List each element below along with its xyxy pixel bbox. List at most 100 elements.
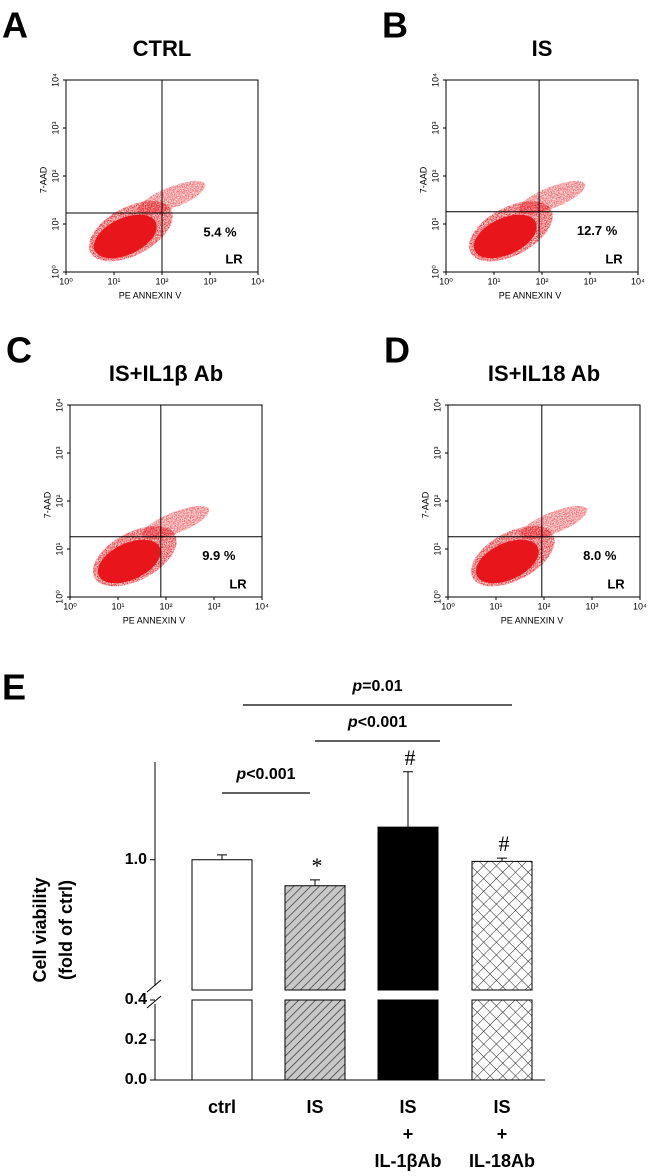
bar bbox=[377, 826, 439, 1081]
x-tick-label: 10⁰ bbox=[63, 601, 77, 611]
quadrant-value: 8.0 % bbox=[583, 548, 617, 563]
y-tick-label: 10⁴ bbox=[430, 73, 440, 87]
y-axis-label-line: Cell viability bbox=[30, 877, 50, 982]
panel: E 0.0 0.2 0.4 1.0 Cell viability (fold of ctrl… bbox=[2, 667, 545, 1171]
panel-title: IS+IL18 Ab bbox=[488, 361, 600, 386]
event-cloud bbox=[475, 539, 539, 584]
x-tick-label: 10⁴ bbox=[255, 601, 269, 611]
x-tick-label: 10³ bbox=[585, 601, 598, 611]
x-axis-label: PE ANNEXIN V bbox=[499, 290, 562, 300]
y-tick-label: 10¹ bbox=[50, 217, 60, 230]
quadrant-value: 12.7 % bbox=[577, 223, 618, 238]
panel: A CTRL 10⁰ 10¹ 10² 10³ 10⁴ 10⁰ 10¹ 10² 10³ 10⁴ PE AN… bbox=[2, 5, 265, 301]
event-cloud bbox=[93, 214, 157, 259]
significance-marker: # bbox=[405, 745, 416, 770]
y-tick-label: 10⁰ bbox=[50, 265, 60, 279]
y-tick-label: 10² bbox=[430, 169, 440, 182]
comparison-label-part: p bbox=[347, 714, 358, 731]
x-tick-label: 10³ bbox=[207, 601, 220, 611]
y-tick-label: 0.0 bbox=[125, 1071, 147, 1088]
x-axis-label: PE ANNEXIN V bbox=[501, 615, 564, 625]
quadrant-label: LR bbox=[229, 576, 247, 591]
event-cloud bbox=[141, 505, 210, 540]
significance-marker: # bbox=[499, 831, 510, 856]
x-tick-label: 10⁴ bbox=[633, 601, 647, 611]
y-tick-label: 10¹ bbox=[430, 217, 440, 230]
quadrant-value: 9.9 % bbox=[202, 548, 236, 563]
x-tick-label: IS bbox=[399, 1097, 416, 1117]
y-axis-label: 7-AAD bbox=[420, 491, 430, 518]
x-tick-label: 10³ bbox=[203, 276, 216, 286]
comparison-label-part: p bbox=[235, 766, 246, 783]
y-tick-label: 0.4 bbox=[125, 991, 147, 1008]
x-tick-label: 10³ bbox=[583, 276, 596, 286]
y-tick-label: 10⁰ bbox=[54, 590, 64, 604]
error-bar bbox=[497, 857, 507, 862]
comparison-label-part: p bbox=[351, 678, 362, 695]
comparison-label: p<0.001 bbox=[235, 766, 295, 783]
y-axis-label: 7-AAD bbox=[418, 166, 428, 193]
bar bbox=[471, 860, 533, 1081]
quadrant-label: LR bbox=[225, 251, 243, 266]
bar bbox=[191, 859, 253, 1081]
event-cloud bbox=[97, 539, 161, 584]
panel-letter: D bbox=[384, 330, 410, 371]
significance-marker: * bbox=[312, 853, 323, 878]
y-tick-label: 10² bbox=[50, 169, 60, 182]
x-tick-label: ctrl bbox=[208, 1097, 236, 1117]
event-cloud bbox=[519, 505, 588, 540]
panel-title: CTRL bbox=[133, 36, 192, 61]
x-tick-label: + bbox=[497, 1124, 508, 1144]
comparison-label: p<0.001 bbox=[347, 714, 407, 731]
y-tick-label: 10³ bbox=[432, 446, 442, 459]
x-tick-label: 10⁰ bbox=[439, 276, 453, 286]
y-tick-label: 10¹ bbox=[54, 542, 64, 555]
x-tick-label: 10² bbox=[159, 601, 172, 611]
x-tick-label: 10² bbox=[537, 601, 550, 611]
panel-letter: B bbox=[382, 5, 408, 46]
panel-title: IS+IL1β Ab bbox=[109, 361, 223, 386]
error-bar bbox=[403, 771, 413, 828]
y-tick-label: 10³ bbox=[50, 121, 60, 134]
y-tick-label: 10⁰ bbox=[432, 590, 442, 604]
axis-break bbox=[146, 979, 162, 1009]
event-cloud bbox=[517, 180, 586, 215]
x-tick-label: IS bbox=[306, 1097, 323, 1117]
y-tick-label: 10² bbox=[54, 494, 64, 507]
y-axis-label: Cell viability (fold of ctrl) bbox=[30, 877, 76, 982]
y-tick-label: 10³ bbox=[430, 121, 440, 134]
panel-title: IS bbox=[532, 36, 553, 61]
error-bar bbox=[217, 854, 227, 860]
y-axis-label: 7-AAD bbox=[38, 166, 48, 193]
comparison-label: p=0.01 bbox=[351, 678, 402, 695]
x-tick-label: 10² bbox=[155, 276, 168, 286]
x-tick-label: 10² bbox=[535, 276, 548, 286]
x-tick-label: 10¹ bbox=[111, 601, 124, 611]
comparison-label-part: <0.001 bbox=[358, 714, 407, 731]
panel: D IS+IL18 Ab 10⁰ 10¹ 10² 10³ 10⁴ 10⁰ 10¹ 10² 10³ 10… bbox=[384, 330, 647, 626]
x-tick-label: IL-1βAb bbox=[375, 1151, 442, 1171]
x-tick-label: 10⁰ bbox=[59, 276, 73, 286]
y-axis-label: 7-AAD bbox=[42, 491, 52, 518]
event-cloud bbox=[137, 180, 206, 215]
y-axis-label-line: (fold of ctrl) bbox=[56, 880, 76, 980]
y-tick-label: 10³ bbox=[54, 446, 64, 459]
x-tick-label: 10¹ bbox=[107, 276, 120, 286]
y-tick-label: 0.2 bbox=[125, 1031, 147, 1048]
comparison-label-part: <0.001 bbox=[246, 766, 295, 783]
x-tick-label: 10⁴ bbox=[631, 276, 645, 286]
y-tick-label: 1.0 bbox=[125, 851, 147, 868]
comparison-label-part: =0.01 bbox=[362, 678, 403, 695]
x-tick-label: IL-18Ab bbox=[469, 1151, 535, 1171]
y-tick-label: 10⁰ bbox=[430, 265, 440, 279]
panel-letter: C bbox=[6, 330, 32, 371]
y-tick-label: 10⁴ bbox=[50, 73, 60, 87]
error-bar bbox=[310, 879, 320, 886]
quadrant-label: LR bbox=[607, 576, 625, 591]
x-tick-label: 10⁰ bbox=[441, 601, 455, 611]
x-axis-label: PE ANNEXIN V bbox=[119, 290, 182, 300]
quadrant-label: LR bbox=[605, 251, 623, 266]
y-tick-label: 10² bbox=[432, 494, 442, 507]
